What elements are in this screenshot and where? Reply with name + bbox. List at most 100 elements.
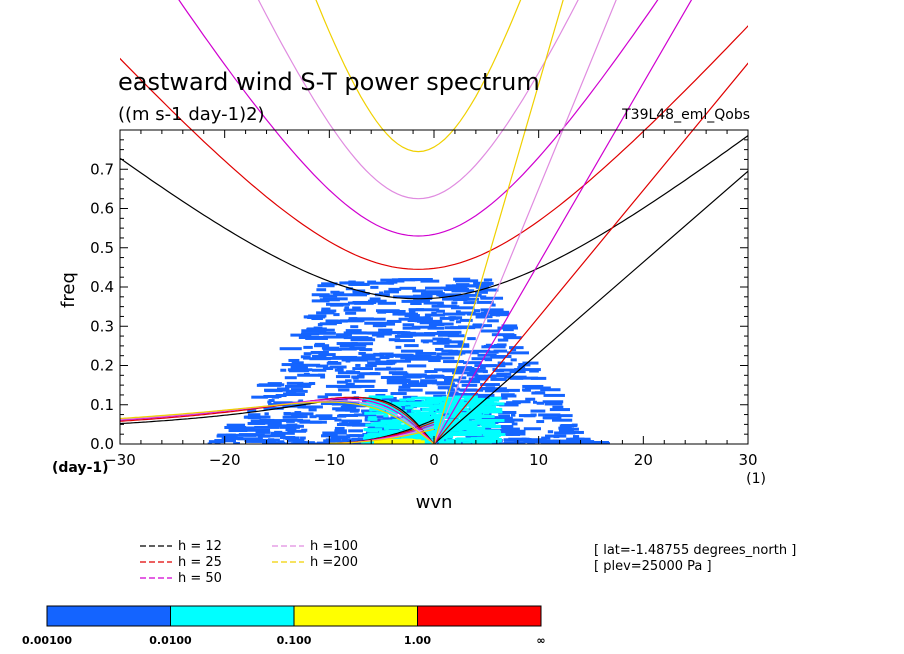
power-cell bbox=[455, 320, 462, 324]
power-cell bbox=[257, 434, 271, 438]
power-cell bbox=[375, 403, 397, 407]
power-cell bbox=[315, 364, 329, 368]
power-cell bbox=[386, 319, 402, 323]
power-cell bbox=[499, 403, 519, 407]
power-cell bbox=[415, 308, 440, 312]
power-cell bbox=[400, 412, 406, 416]
power-cell bbox=[334, 429, 347, 433]
power-cell bbox=[498, 373, 503, 377]
power-cell bbox=[378, 421, 402, 425]
inertia-gravity-curve bbox=[332, 130, 504, 200]
power-cell bbox=[353, 379, 376, 383]
power-cell bbox=[274, 424, 294, 428]
colorbar-swatch bbox=[46, 605, 171, 627]
power-cell bbox=[224, 425, 247, 429]
power-cell bbox=[251, 395, 268, 399]
power-cell bbox=[451, 289, 472, 293]
power-cell bbox=[370, 285, 379, 289]
x-unit-label: (1) bbox=[746, 471, 766, 487]
power-cell bbox=[543, 393, 565, 397]
power-cell bbox=[377, 404, 385, 408]
power-cell bbox=[305, 336, 328, 340]
power-cell bbox=[391, 278, 416, 282]
power-cell bbox=[297, 382, 312, 386]
power-cell bbox=[480, 308, 504, 312]
power-cell bbox=[545, 434, 567, 438]
power-cell bbox=[551, 418, 573, 422]
power-cell bbox=[524, 386, 551, 390]
power-cell bbox=[341, 419, 363, 423]
power-cell bbox=[558, 426, 572, 430]
power-cell bbox=[388, 331, 408, 335]
power-cell bbox=[544, 439, 571, 443]
power-cell bbox=[263, 440, 275, 444]
power-cell bbox=[281, 363, 304, 367]
power-cell bbox=[334, 418, 342, 422]
power-cell bbox=[480, 383, 500, 387]
power-cell bbox=[490, 438, 500, 442]
power-cell bbox=[247, 409, 257, 413]
power-cell bbox=[420, 292, 445, 296]
power-cell bbox=[530, 409, 546, 413]
power-cell bbox=[436, 405, 461, 409]
power-cell bbox=[351, 437, 366, 441]
power-cell bbox=[401, 299, 424, 303]
power-cell bbox=[466, 373, 479, 377]
power-cell bbox=[277, 387, 290, 391]
power-cell bbox=[329, 365, 347, 369]
power-cell bbox=[523, 414, 536, 418]
power-cell bbox=[512, 400, 531, 404]
power-cell bbox=[291, 361, 304, 365]
power-cell bbox=[390, 413, 396, 417]
axis-ticks: −30 −20 −10 0 10 20 30 0.0 0.1 0.2 0.3 0.4 0.5 0.6 0.7 bbox=[90, 130, 758, 469]
power-cell bbox=[444, 403, 449, 407]
power-cell bbox=[472, 402, 497, 406]
power-cell bbox=[285, 428, 297, 432]
power-cell bbox=[282, 415, 298, 419]
power-cell bbox=[431, 381, 454, 385]
power-cell bbox=[472, 409, 481, 413]
power-cell bbox=[471, 357, 491, 361]
power-cell bbox=[558, 428, 574, 432]
power-cell bbox=[330, 435, 351, 439]
power-cell bbox=[445, 432, 462, 436]
power-cell bbox=[460, 297, 480, 301]
power-cell bbox=[302, 405, 311, 409]
power-cell bbox=[299, 420, 322, 424]
legend-label: h =100 bbox=[310, 539, 358, 554]
power-cell bbox=[572, 435, 580, 439]
power-cell bbox=[244, 415, 271, 419]
power-cell bbox=[314, 344, 330, 348]
power-cell bbox=[469, 416, 477, 420]
y-axis-label: freq bbox=[58, 272, 79, 308]
power-cell bbox=[453, 438, 475, 442]
power-cell bbox=[335, 291, 343, 295]
power-cell bbox=[367, 417, 378, 421]
power-cell bbox=[404, 380, 420, 384]
power-cell bbox=[352, 306, 361, 310]
power-cell bbox=[245, 439, 270, 443]
power-cell bbox=[552, 405, 564, 409]
legend-label: h = 25 bbox=[178, 555, 222, 570]
power-cell bbox=[503, 328, 514, 332]
power-cell bbox=[469, 351, 479, 355]
power-cell bbox=[348, 280, 356, 284]
dispersion-curves-above-plot bbox=[120, 0, 748, 130]
power-cell bbox=[484, 358, 493, 362]
power-cell bbox=[322, 297, 348, 301]
power-cell bbox=[365, 364, 377, 368]
power-cell bbox=[493, 369, 505, 373]
power-cell bbox=[480, 431, 489, 435]
power-cell bbox=[479, 284, 488, 288]
x-axis-label: wvn bbox=[416, 492, 453, 513]
power-cell bbox=[411, 278, 432, 282]
power-cell bbox=[442, 340, 463, 344]
power-cell bbox=[405, 373, 427, 377]
power-cell bbox=[351, 441, 367, 444]
power-cell bbox=[359, 348, 373, 352]
x-tick-label: 30 bbox=[738, 451, 757, 469]
power-cell bbox=[380, 375, 407, 379]
power-cell bbox=[374, 424, 399, 428]
kelvin-wave-line bbox=[433, 170, 748, 444]
